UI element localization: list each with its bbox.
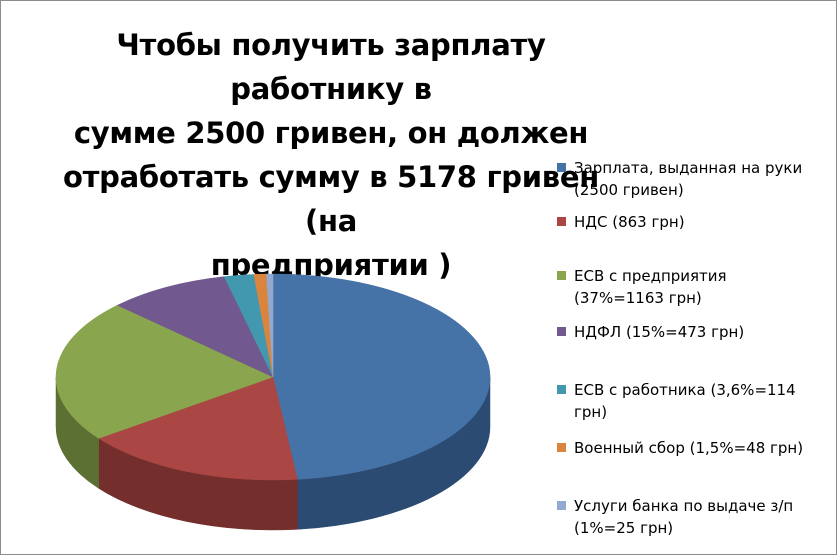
chart-title-line: сумме 2500 гривен, он должен <box>73 116 589 150</box>
legend-swatch <box>557 501 566 510</box>
legend-label: Услуги банка по выдаче з/п (1%=25 грн) <box>574 497 794 537</box>
legend-label: НДФЛ (15%=473 грн) <box>574 323 745 341</box>
pie-slice <box>98 376 298 481</box>
legend-label: ЕСВ с работника (3,6%=114 грн) <box>574 381 796 421</box>
pie-slice <box>55 304 274 439</box>
legend-swatch <box>557 443 566 452</box>
legend-swatch <box>557 385 566 394</box>
legend-swatch <box>557 271 566 280</box>
legend-item: ЕСВ с предприятия (37%=1163 грн) <box>557 265 727 309</box>
chart-title-line: Чтобы получить зарплату работнику в <box>116 28 546 106</box>
legend-item: ЕСВ с работника (3,6%=114 грн) <box>557 379 796 423</box>
legend-item: Услуги банка по выдаче з/п (1%=25 грн) <box>557 495 793 539</box>
chart-title: Чтобы получить зарплату работнику в сумме… <box>61 23 601 287</box>
chart-title-line: отработать сумму в 5178 гривен (на <box>63 160 599 238</box>
pie-slice <box>272 273 491 480</box>
legend-item: Зарплата, выданная на руки (2500 гривен) <box>557 157 802 201</box>
legend-label: НДС (863 грн) <box>574 213 685 231</box>
legend-item: НДС (863 грн) <box>557 211 685 233</box>
legend-swatch <box>557 327 566 336</box>
pie-slice <box>116 276 274 378</box>
legend-item: НДФЛ (15%=473 грн) <box>557 321 744 343</box>
legend-swatch <box>557 163 566 172</box>
legend-item: Военный сбор (1,5%=48 грн) <box>557 437 803 459</box>
legend-label: Военный сбор (1,5%=48 грн) <box>574 439 804 457</box>
legend-label: ЕСВ с предприятия (37%=1163 грн) <box>574 267 727 307</box>
legend-label: Зарплата, выданная на руки (2500 гривен) <box>574 159 803 199</box>
legend-swatch <box>557 217 566 226</box>
pie-slice <box>266 273 274 378</box>
